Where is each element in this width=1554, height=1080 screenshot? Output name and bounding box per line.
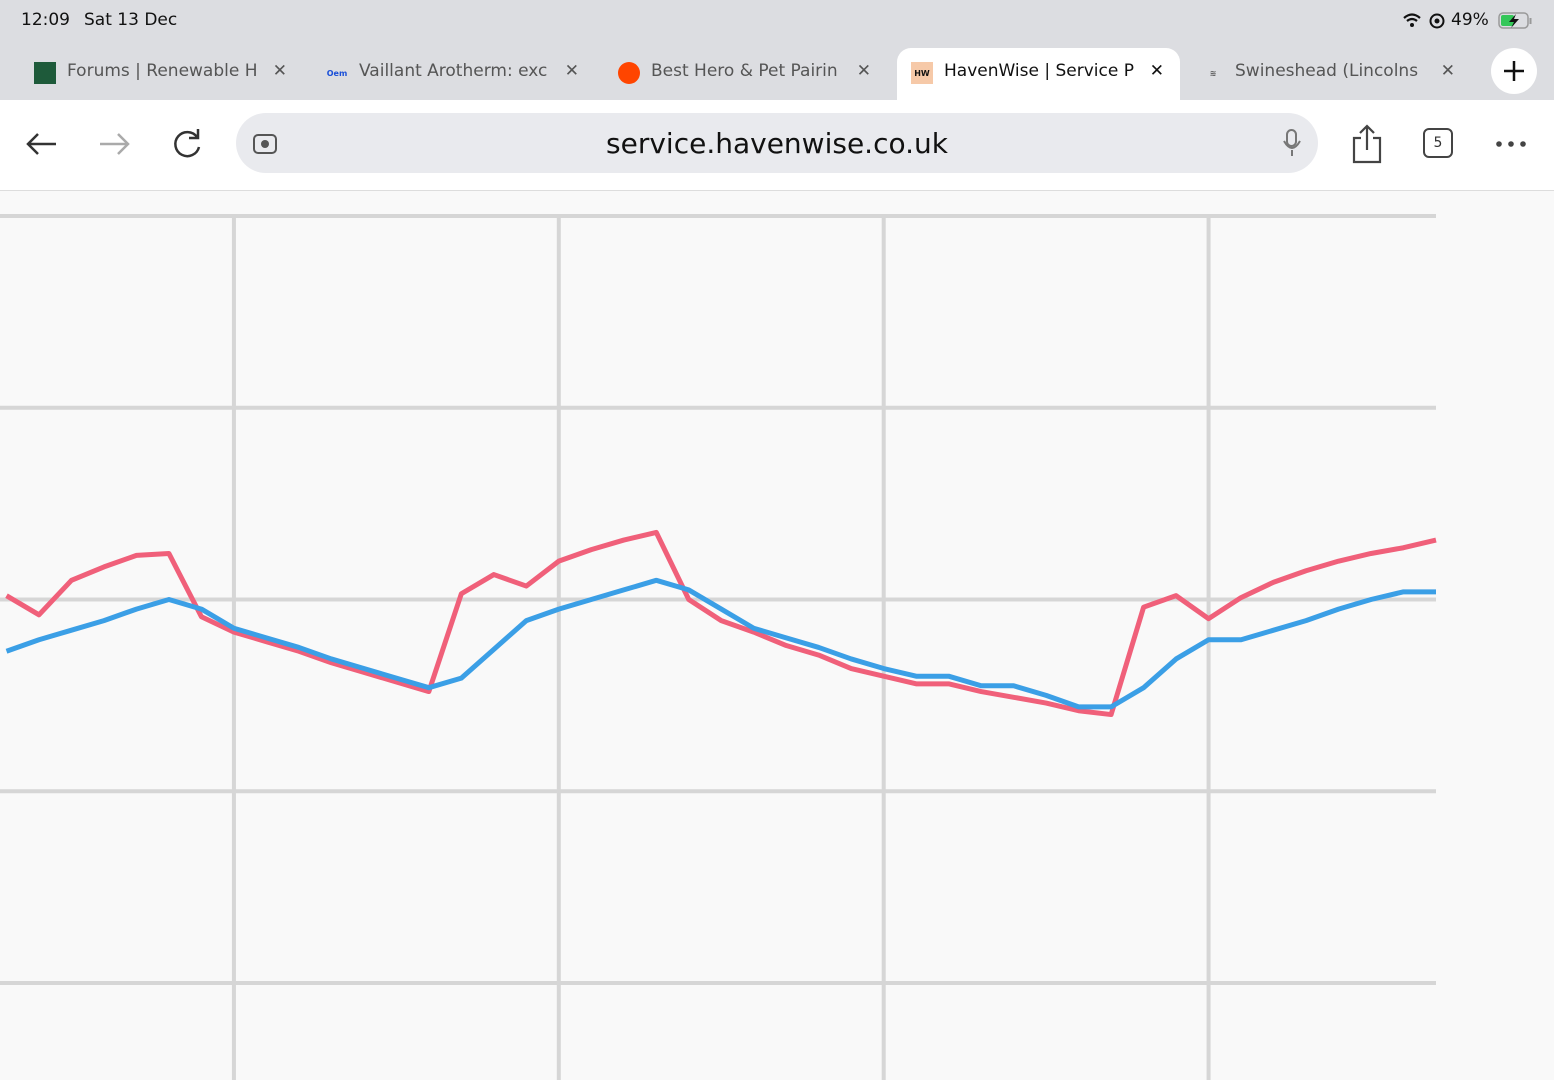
status-icons [1403,13,1445,29]
address-bar[interactable]: service.havenwise.co.uk [236,113,1318,173]
new-tab[interactable] [1490,47,1538,95]
favicon [618,62,640,84]
close-tab[interactable]: ✕ [272,61,287,81]
tab[interactable]: Oem Vaillant Arotherm: exc ✕ [312,48,595,100]
tab[interactable]: HW HavenWise | Service P ✕ [897,48,1180,100]
battery: 49% [1451,10,1489,30]
tab-title: Best Hero & Pet Pairin [651,61,838,81]
more-menu[interactable] [1494,136,1530,152]
favicon: HW [911,62,933,84]
date: Sat 13 Dec [84,10,178,30]
lens-icon [253,134,277,154]
mic-icon[interactable] [1282,129,1302,157]
favicon: Oem [326,68,348,78]
data-line [5,577,1436,710]
time: 12:09 [21,10,70,30]
tab[interactable]: Best Hero & Pet Pairin ✕ [604,48,887,100]
url: service.havenwise.co.uk [606,127,948,160]
close-tab[interactable]: ✕ [1149,61,1164,81]
favicon: ≋ [1209,68,1217,78]
battery-icon [1498,12,1532,29]
tab-title: HavenWise | Service P [944,61,1134,81]
tab-strip: 12:09 Sat 13 Dec 49% Forums | Renewable … [0,0,1554,100]
chart [0,214,1437,1080]
nav-buttons[interactable] [20,125,210,165]
close-tab[interactable]: ✕ [856,61,871,81]
tab-title: Forums | Renewable H [67,61,257,81]
tab-title: Swineshead (Lincolns [1235,61,1419,81]
close-tab[interactable]: ✕ [564,61,579,81]
tab-title: Vaillant Arotherm: exc [359,61,548,81]
tab-count[interactable]: 5 [1423,128,1453,158]
data-line [5,529,1437,718]
tab[interactable]: ≋ Swineshead (Lincolns ✕ [1188,48,1471,100]
close-tab[interactable]: ✕ [1440,61,1455,81]
share[interactable] [1348,124,1388,164]
tab[interactable]: Forums | Renewable H ✕ [20,48,303,100]
toolbar: service.havenwise.co.uk 5 [0,100,1554,191]
favicon [34,62,56,84]
